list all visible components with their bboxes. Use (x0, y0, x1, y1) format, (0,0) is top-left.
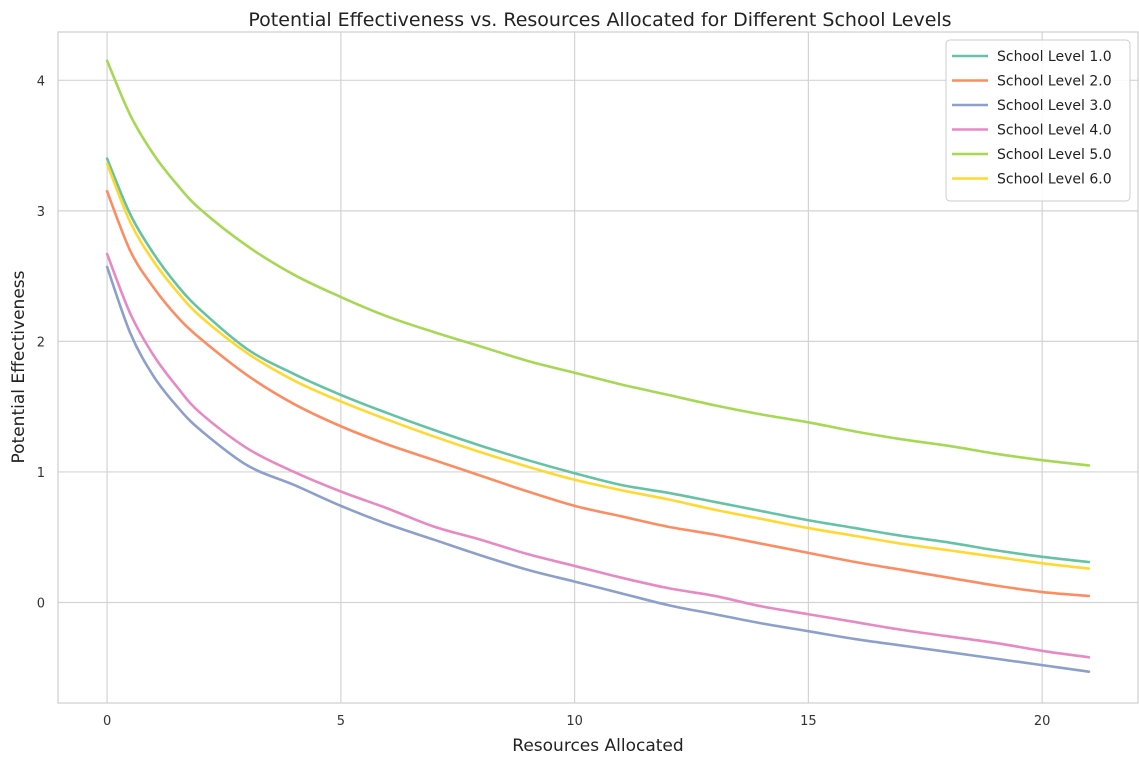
series-line-school-level-2 (105, 189, 1091, 598)
y-axis-label: Potential Effectiveness (9, 270, 29, 463)
series-line-school-level-6 (105, 162, 1091, 570)
y-tick-label: 2 (37, 335, 45, 350)
x-tick-label: 10 (566, 714, 583, 729)
x-tick-label: 5 (337, 714, 345, 729)
plot-frame (57, 31, 1139, 704)
legend-label: School Level 2.0 (997, 74, 1112, 90)
legend-label: School Level 6.0 (997, 172, 1112, 188)
y-tick-label: 4 (37, 74, 45, 89)
series-line-school-level-3 (105, 265, 1091, 673)
x-tick-label: 0 (103, 714, 111, 729)
legend-label: School Level 4.0 (997, 123, 1112, 139)
x-axis-label: Resources Allocated (512, 736, 683, 755)
legend-box (945, 39, 1131, 202)
x-tick-label: 20 (1034, 714, 1051, 729)
series-group (105, 59, 1091, 673)
chart-title: Potential Effectiveness vs. Resources Al… (248, 9, 951, 31)
series-line-school-level-1 (105, 157, 1091, 564)
legend-label: School Level 3.0 (997, 98, 1112, 114)
y-tick-label: 3 (37, 205, 45, 220)
legend-label: School Level 5.0 (997, 147, 1112, 163)
y-tick-label: 0 (37, 596, 45, 611)
series-line-school-level-5 (105, 59, 1091, 467)
series-line-school-level-4 (105, 252, 1091, 659)
legend-label: School Level 1.0 (997, 49, 1112, 65)
y-tick-label: 1 (37, 466, 45, 481)
legend: School Level 1.0 School Level 2.0 School L… (945, 39, 1131, 202)
x-tick-label: 15 (800, 714, 817, 729)
tick-labels: 0 5 10 15 20 0 1 2 3 4 (37, 74, 1051, 729)
